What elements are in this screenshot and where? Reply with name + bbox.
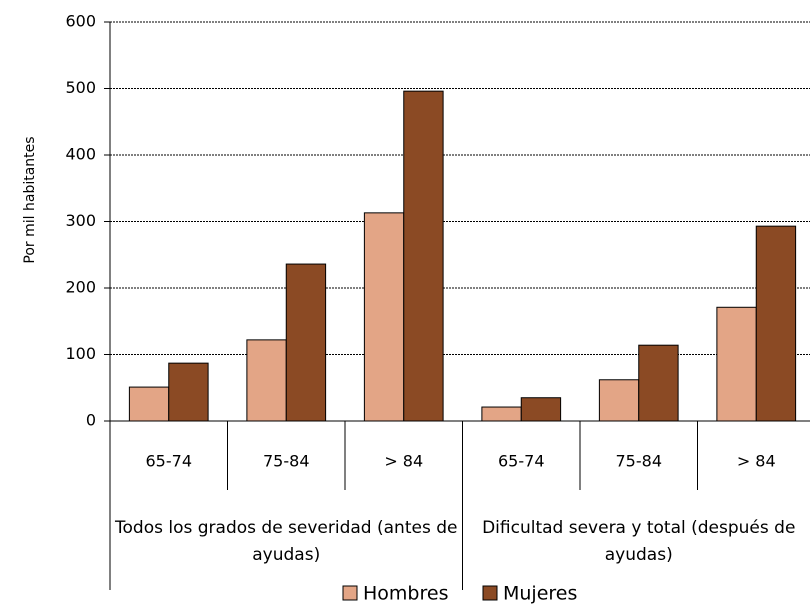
- bar: [285, 263, 327, 422]
- legend-swatch: [482, 585, 498, 601]
- y-tick-label: 100: [65, 344, 96, 363]
- legend-label: Mujeres: [503, 583, 577, 605]
- bar: [246, 339, 287, 422]
- legend-swatch: [342, 585, 358, 601]
- legend-label: Hombres: [363, 583, 448, 605]
- bar: [168, 362, 209, 422]
- y-tick-label: 500: [65, 78, 96, 97]
- bar: [755, 225, 797, 422]
- bar: [716, 306, 757, 422]
- bar: [363, 212, 405, 422]
- x-tick-label: > 84: [384, 452, 423, 471]
- bar: [638, 344, 679, 422]
- bar: [598, 379, 640, 422]
- category-group-label: Todos los grados de severidad (antes de …: [115, 518, 458, 565]
- x-tick-label: 75-84: [263, 452, 310, 471]
- y-tick-label: 300: [65, 211, 96, 230]
- x-tick-label: 75-84: [616, 452, 663, 471]
- bar: [481, 406, 522, 422]
- y-tick-label: 400: [65, 145, 96, 164]
- y-tick-label: 0: [86, 411, 96, 430]
- y-axis-label: Por mil habitantes: [22, 136, 38, 263]
- y-tick-label: 200: [65, 278, 96, 297]
- bar: [128, 386, 170, 422]
- y-tick-label: 600: [65, 12, 96, 31]
- x-tick-label: 65-74: [498, 452, 545, 471]
- category-group-label: Dificultad severa y total (después de ay…: [482, 518, 796, 565]
- x-tick-label: 65-74: [146, 452, 193, 471]
- x-tick-label: > 84: [737, 452, 776, 471]
- bar: [403, 90, 444, 422]
- bar: [520, 397, 562, 422]
